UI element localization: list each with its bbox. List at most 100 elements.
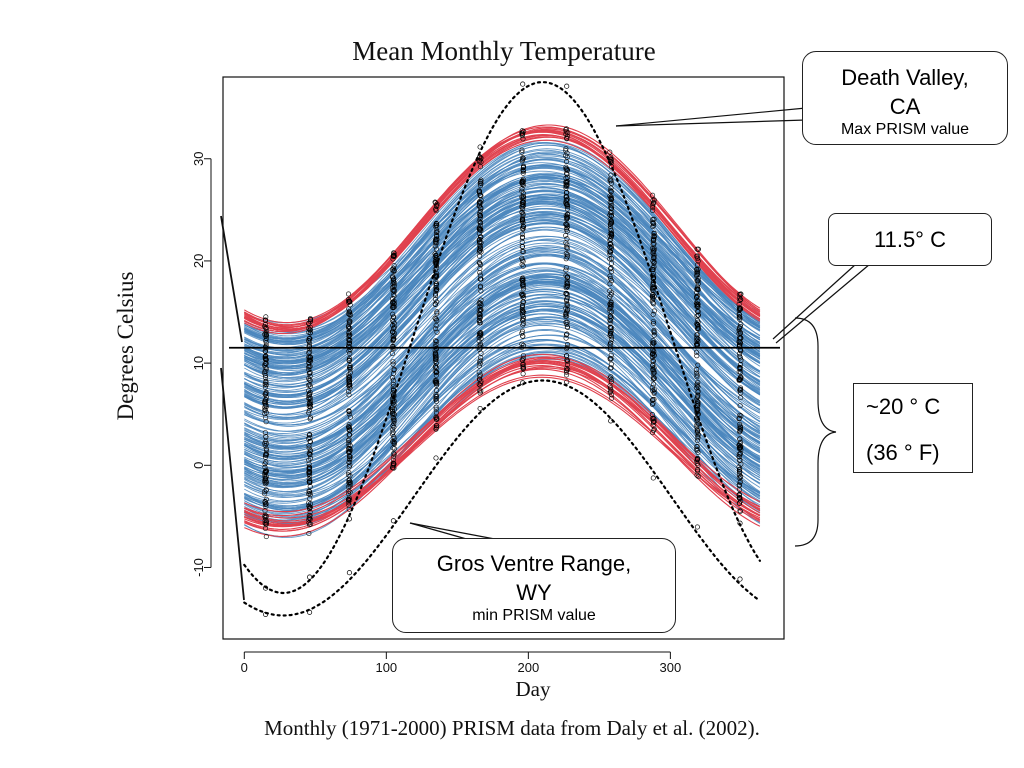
sample-point <box>694 429 700 435</box>
sample-point <box>433 220 439 226</box>
y-tick-label: 10 <box>191 356 206 370</box>
sample-point <box>738 369 744 375</box>
sample-point <box>651 260 657 266</box>
sample-point <box>390 381 396 387</box>
sample-point <box>737 298 743 304</box>
sample-point <box>565 130 571 136</box>
sample-point <box>563 283 569 289</box>
sample-point <box>736 442 742 448</box>
sample-point <box>563 131 569 137</box>
sample-point <box>434 423 440 429</box>
sample-point <box>737 421 743 427</box>
sample-point <box>432 344 438 350</box>
sample-point <box>263 496 269 502</box>
sample-point <box>391 268 397 274</box>
sample-point <box>736 454 742 460</box>
sample-point <box>307 377 313 383</box>
sample-point <box>738 348 744 354</box>
range-brace <box>794 317 837 547</box>
sample-point <box>650 400 656 406</box>
sample-point <box>694 447 700 453</box>
sample-point <box>564 319 570 325</box>
sample-point <box>564 222 570 228</box>
callout-death-valley: Death Valley, CA Max PRISM value <box>802 51 1008 145</box>
sample-point <box>346 432 352 438</box>
sample-point <box>607 217 613 223</box>
sample-point <box>307 327 313 333</box>
sample-point <box>391 436 397 442</box>
sample-point <box>737 377 743 383</box>
sample-point <box>390 276 396 282</box>
typical-site-curve <box>244 141 761 340</box>
sample-point <box>433 253 439 259</box>
sample-point <box>695 401 701 407</box>
sample-point <box>563 213 569 219</box>
sample-point <box>476 300 482 306</box>
sample-point <box>650 376 656 382</box>
sample-point <box>390 329 396 335</box>
sample-point <box>476 332 482 338</box>
sample-point <box>650 301 656 307</box>
sample-point <box>433 365 439 371</box>
sample-point <box>307 509 313 515</box>
sample-point <box>432 352 438 358</box>
sample-point <box>306 476 312 482</box>
sample-point <box>477 260 483 266</box>
sample-point <box>695 339 701 345</box>
sample-point <box>563 126 569 132</box>
sample-point <box>307 483 313 489</box>
sample-point <box>520 275 526 281</box>
sample-point <box>307 330 313 336</box>
sample-point <box>651 251 657 257</box>
typical-site-curve <box>244 269 761 450</box>
sample-point <box>477 236 483 242</box>
sample-point <box>263 397 269 403</box>
sample-point <box>306 503 312 509</box>
sample-point <box>476 199 482 205</box>
sample-point <box>609 290 615 296</box>
sample-point <box>390 311 396 317</box>
sample-point <box>607 273 613 279</box>
sample-point <box>432 200 438 206</box>
sample-point <box>521 203 527 209</box>
sample-point <box>651 230 657 236</box>
typical-site-curve <box>244 263 761 442</box>
sample-point <box>347 442 353 448</box>
sample-point <box>564 166 570 172</box>
sample-point <box>434 310 440 316</box>
sample-point <box>563 256 569 262</box>
typical-site-curve <box>244 254 761 432</box>
sample-point <box>608 203 614 209</box>
sample-point <box>433 346 439 352</box>
sample-point <box>736 415 742 421</box>
sample-point <box>390 465 396 471</box>
sample-point <box>520 299 526 305</box>
sample-point <box>737 387 743 393</box>
sample-point <box>650 350 656 356</box>
typical-site-curve <box>244 190 761 351</box>
sample-point <box>390 445 396 451</box>
sample-point <box>262 489 268 495</box>
sample-point <box>346 392 352 398</box>
typical-site-curve <box>244 245 761 436</box>
sample-point <box>736 425 742 431</box>
extreme-point <box>650 475 656 481</box>
sample-point <box>694 457 700 463</box>
sample-point <box>434 240 440 246</box>
sample-point <box>564 281 570 287</box>
extreme-point <box>564 379 570 385</box>
sample-point <box>433 393 439 399</box>
sample-point <box>564 214 570 220</box>
sample-point <box>736 500 742 506</box>
sample-point <box>478 205 484 211</box>
sample-point <box>695 281 701 287</box>
x-tick-label: 100 <box>375 660 397 675</box>
sample-point <box>651 390 657 396</box>
sample-point <box>737 450 743 456</box>
sample-point <box>694 422 700 428</box>
sample-point <box>694 326 700 332</box>
callout-gros-ventre-line1: Gros Ventre Range, <box>436 551 632 576</box>
sample-point <box>307 319 313 325</box>
sample-point <box>649 287 655 293</box>
sample-point <box>390 359 396 365</box>
